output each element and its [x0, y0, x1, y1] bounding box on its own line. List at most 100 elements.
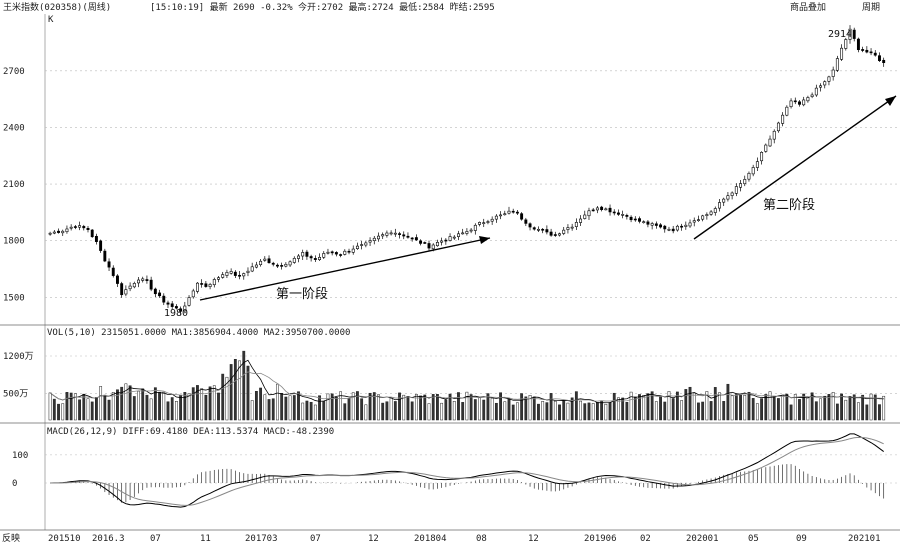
volume-bar: [646, 393, 650, 421]
x-tick-label: 09: [796, 534, 807, 544]
volume-bar: [174, 401, 178, 421]
volume-bar: [638, 394, 641, 421]
price-tick-label: 2700: [3, 67, 25, 77]
trend-arrow-phase1: [199, 237, 491, 301]
volume-bar: [419, 395, 422, 421]
volume-bar: [297, 391, 300, 421]
volume-bar: [835, 403, 839, 421]
candle-body: [465, 231, 469, 234]
volume-bar: [785, 393, 789, 421]
candle-body: [705, 214, 709, 216]
candle-body: [713, 208, 717, 213]
candle-body: [280, 265, 284, 267]
volume-bar: [852, 394, 856, 421]
volume-bar: [116, 389, 119, 421]
volume-bar: [760, 398, 764, 421]
candle-body: [187, 297, 191, 306]
candle-body: [385, 232, 389, 236]
candle-body: [398, 233, 401, 235]
volume-bar: [642, 395, 646, 421]
candle-body: [709, 211, 713, 215]
period-button[interactable]: 周期: [862, 2, 880, 13]
candle-body: [482, 222, 486, 224]
x-tick-label: 201906: [584, 534, 617, 544]
volume-bar: [73, 393, 77, 421]
candle-body: [208, 284, 212, 287]
x-tick-label: 12: [368, 534, 379, 544]
candle-body: [339, 254, 343, 256]
volume-bar: [587, 402, 591, 421]
volume-bar: [137, 390, 140, 421]
volume-bar: [162, 391, 166, 421]
candle-body: [739, 183, 743, 188]
macd-tick-label: 100: [12, 451, 28, 461]
volume-bar: [621, 397, 625, 421]
volume-bar: [305, 400, 309, 421]
volume-bar: [478, 397, 481, 421]
volume-bar: [777, 398, 780, 421]
x-tick-label: 201804: [414, 534, 447, 544]
candle-body: [217, 277, 220, 280]
candle-body: [393, 232, 397, 235]
candle-body: [494, 215, 498, 220]
volume-tick-label: 500万: [3, 389, 28, 399]
candle-body: [292, 258, 296, 263]
volume-bar: [595, 402, 599, 421]
volume-bar: [494, 402, 498, 421]
volume-bar: [722, 401, 726, 421]
x-tick-label: 08: [476, 534, 487, 544]
price-tick-label: 1500: [3, 293, 25, 303]
candle-body: [768, 138, 772, 147]
candle-body: [633, 218, 637, 221]
candle-body: [734, 186, 738, 194]
candle-body: [675, 225, 679, 231]
volume-bar: [692, 392, 696, 421]
volume-ma-line: [49, 371, 884, 402]
candle-body: [684, 224, 688, 227]
candle-body: [667, 228, 671, 231]
volume-bar: [617, 397, 620, 421]
candle-body: [478, 222, 481, 225]
volume-bar: [381, 402, 385, 421]
volume-bar: [528, 394, 532, 421]
candle-body: [195, 282, 199, 292]
candle-body: [263, 258, 267, 261]
candle-body: [722, 198, 726, 203]
x-tick-label: 07: [310, 534, 321, 544]
candle-body: [650, 223, 654, 226]
candle-body: [288, 261, 292, 266]
volume-bar: [730, 395, 734, 421]
volume-bar: [768, 391, 772, 421]
overlay-button[interactable]: 商品叠加: [790, 1, 826, 13]
volume-bar: [65, 392, 69, 421]
volume-bar: [103, 394, 107, 421]
candle-body: [802, 99, 806, 106]
trend-arrow-phase2-head: [885, 96, 896, 106]
candle-body: [137, 279, 140, 284]
candle-body: [604, 208, 608, 211]
volume-bar: [469, 394, 473, 421]
candle-body: [562, 229, 566, 234]
candle-body: [309, 256, 313, 259]
volume-bar: [431, 394, 435, 421]
volume-axis-labels: 1200万 500万: [3, 352, 34, 399]
volume-bar: [671, 398, 675, 421]
candle-body: [490, 218, 494, 222]
candle-body: [318, 256, 322, 260]
volume-bar: [629, 391, 633, 421]
volume-bar: [697, 402, 700, 421]
volume-bar: [326, 393, 330, 421]
volume-bar: [869, 393, 873, 421]
candle-body: [726, 195, 730, 200]
candle-body: [798, 101, 801, 105]
candle-body: [372, 237, 376, 241]
candle-body: [772, 130, 776, 140]
candle-body: [718, 202, 721, 209]
volume-bar: [873, 394, 877, 421]
volume-bar: [591, 403, 595, 421]
volume-bar: [558, 404, 561, 421]
volume-bar: [625, 402, 629, 421]
volume-bar: [823, 395, 827, 421]
candle-body: [225, 272, 229, 276]
candle-body: [347, 250, 351, 253]
